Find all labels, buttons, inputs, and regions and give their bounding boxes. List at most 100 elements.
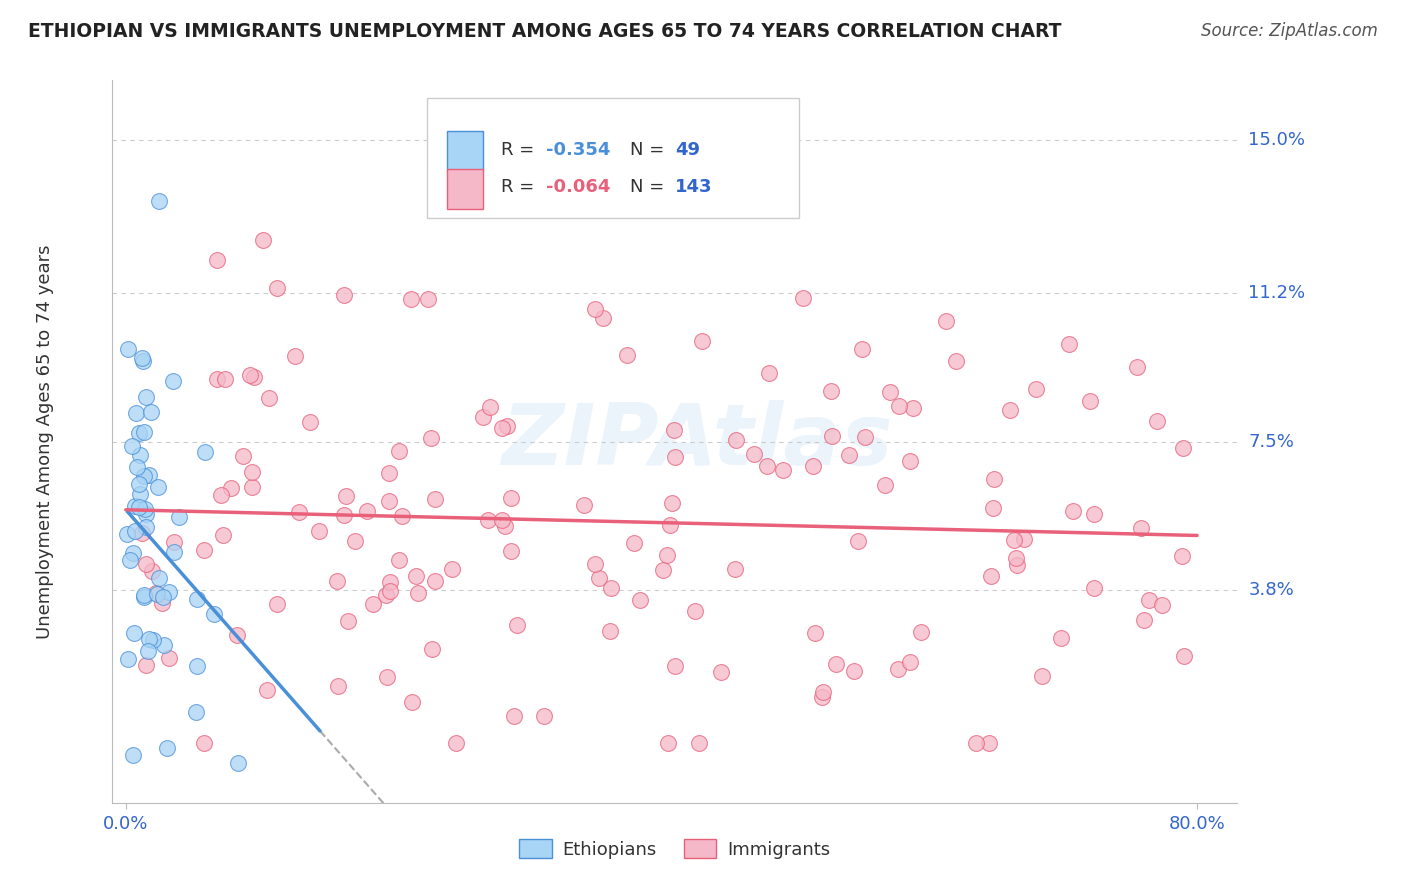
- Point: [981, 501, 1004, 516]
- Text: N =: N =: [630, 178, 669, 196]
- Point: [1126, 360, 1149, 375]
- Point: [651, 563, 673, 577]
- Point: [214, 372, 236, 386]
- Point: [163, 535, 186, 549]
- Point: [145, 585, 167, 599]
- Point: [242, 480, 264, 494]
- Point: [162, 375, 184, 389]
- Point: [399, 292, 422, 306]
- Point: [124, 499, 146, 513]
- Point: [121, 439, 143, 453]
- Point: [232, 449, 254, 463]
- Point: [152, 591, 174, 605]
- Point: [150, 596, 173, 610]
- Point: [115, 527, 138, 541]
- Point: [1005, 558, 1028, 572]
- Point: [157, 585, 180, 599]
- Point: [131, 526, 153, 541]
- Point: [416, 292, 439, 306]
- Point: [202, 607, 225, 622]
- Point: [491, 513, 513, 527]
- Point: [266, 281, 288, 295]
- Point: [623, 536, 645, 550]
- Point: [134, 468, 156, 483]
- Point: [945, 354, 967, 368]
- Point: [148, 194, 170, 208]
- Point: [186, 592, 208, 607]
- Point: [139, 404, 162, 418]
- Point: [838, 448, 860, 462]
- Point: [284, 349, 307, 363]
- Point: [980, 568, 1002, 582]
- Point: [378, 575, 401, 590]
- Text: ETHIOPIAN VS IMMIGRANTS UNEMPLOYMENT AMONG AGES 65 TO 74 YEARS CORRELATION CHART: ETHIOPIAN VS IMMIGRANTS UNEMPLOYMENT AMO…: [28, 22, 1062, 41]
- Point: [1025, 382, 1047, 396]
- Point: [388, 553, 411, 567]
- Point: [308, 524, 330, 538]
- Point: [479, 400, 502, 414]
- Point: [117, 343, 139, 357]
- Point: [910, 625, 932, 640]
- Point: [128, 487, 150, 501]
- Point: [599, 624, 621, 638]
- Point: [219, 481, 242, 495]
- Point: [205, 252, 228, 267]
- Point: [898, 454, 921, 468]
- Point: [506, 618, 529, 632]
- Point: [1059, 336, 1081, 351]
- Point: [688, 735, 710, 749]
- Point: [256, 683, 278, 698]
- Point: [588, 571, 610, 585]
- Point: [135, 519, 157, 533]
- Point: [496, 419, 519, 434]
- Point: [533, 708, 555, 723]
- Point: [135, 657, 157, 672]
- Point: [141, 564, 163, 578]
- Text: 49: 49: [675, 141, 700, 159]
- Point: [1050, 631, 1073, 645]
- Point: [117, 652, 139, 666]
- Point: [875, 478, 897, 492]
- Point: [225, 627, 247, 641]
- Point: [772, 463, 794, 477]
- Point: [811, 685, 834, 699]
- Point: [935, 314, 957, 328]
- Point: [724, 433, 747, 447]
- Point: [1078, 394, 1101, 409]
- Point: [135, 507, 157, 521]
- Point: [792, 291, 814, 305]
- Point: [628, 593, 651, 607]
- Point: [851, 342, 873, 356]
- Text: 3.8%: 3.8%: [1249, 581, 1294, 599]
- Point: [132, 588, 155, 602]
- Point: [378, 467, 401, 481]
- Point: [690, 334, 713, 348]
- Point: [128, 425, 150, 440]
- Point: [756, 459, 779, 474]
- Point: [1171, 549, 1194, 564]
- Point: [710, 665, 733, 679]
- Point: [405, 569, 427, 583]
- Point: [727, 195, 749, 210]
- Point: [887, 400, 910, 414]
- Text: R =: R =: [501, 141, 540, 159]
- Point: [374, 588, 396, 602]
- Point: [148, 480, 170, 494]
- Point: [742, 447, 765, 461]
- Point: [1129, 521, 1152, 535]
- Text: Unemployment Among Ages 65 to 74 years: Unemployment Among Ages 65 to 74 years: [37, 244, 53, 639]
- Point: [121, 748, 143, 763]
- Point: [132, 425, 155, 439]
- Point: [194, 445, 217, 459]
- Point: [600, 581, 623, 595]
- Point: [298, 415, 321, 429]
- Point: [131, 351, 153, 366]
- Point: [401, 695, 423, 709]
- Text: -0.354: -0.354: [546, 141, 610, 159]
- FancyBboxPatch shape: [447, 169, 482, 209]
- Point: [344, 533, 367, 548]
- Point: [193, 542, 215, 557]
- Point: [583, 557, 606, 571]
- Point: [658, 518, 681, 533]
- Legend: Ethiopians, Immigrants: Ethiopians, Immigrants: [512, 832, 838, 866]
